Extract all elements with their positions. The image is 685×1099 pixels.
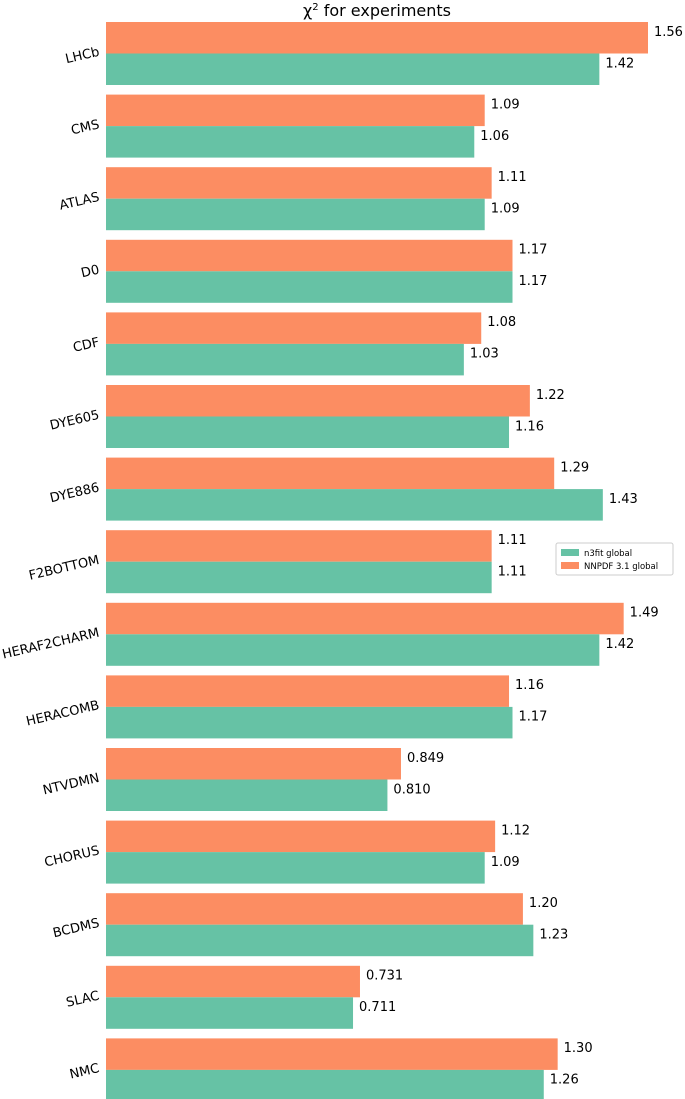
bar-slac-n3fit-global	[106, 997, 354, 1029]
bar-cms-n3fit-global	[106, 126, 475, 158]
chart-title-sup: 2	[312, 2, 318, 13]
category-label-d0: D0	[80, 263, 101, 282]
value-label-nmc-n3fit-global: 1.26	[550, 1073, 579, 1088]
bar-f2bottom-n3fit-global	[106, 561, 492, 594]
bar-lhcb-n3fit-global	[106, 53, 600, 85]
category-label-nmc: NMC	[68, 1061, 101, 1082]
legend-label-nnpdf-3-1-global: NNPDF 3.1 global	[584, 562, 658, 572]
value-label-heracomb-n3fit-global: 1.17	[519, 710, 548, 725]
bar-heraf2charm-n3fit-global	[106, 634, 600, 666]
value-label-dye605-nnpdf-3-1-global: 1.22	[536, 388, 565, 403]
bar-atlas-n3fit-global	[106, 198, 485, 231]
bar-d0-n3fit-global	[106, 271, 513, 303]
bar-nmc-n3fit-global	[106, 1069, 544, 1099]
value-label-heraf2charm-n3fit-global: 1.42	[605, 637, 634, 652]
bar-lhcb-nnpdf-3-1-global	[106, 22, 648, 54]
value-label-ntvdmn-n3fit-global: 0.810	[393, 782, 430, 797]
legend: n3fit global NNPDF 3.1 global	[555, 542, 674, 576]
bar-chorus-nnpdf-3-1-global	[106, 820, 496, 853]
legend-label-n3fit-global: n3fit global	[584, 549, 632, 559]
value-label-cms-n3fit-global: 1.06	[480, 129, 509, 144]
bar-slac-nnpdf-3-1-global	[106, 965, 360, 998]
category-label-atlas: ATLAS	[58, 190, 101, 214]
bar-dye605-n3fit-global	[106, 416, 510, 448]
category-label-dye605: DYE605	[49, 408, 101, 434]
value-label-f2bottom-n3fit-global: 1.11	[498, 564, 527, 579]
bar-dye886-n3fit-global	[106, 489, 603, 521]
category-label-chorus: CHORUS	[43, 843, 101, 870]
chart-title: χ2 for experiments	[303, 1, 451, 20]
value-label-d0-nnpdf-3-1-global: 1.17	[519, 243, 548, 258]
chart-title-rest: for experiments	[319, 1, 451, 20]
bar-heracomb-n3fit-global	[106, 706, 513, 739]
value-label-nmc-nnpdf-3-1-global: 1.30	[564, 1041, 593, 1056]
bar-bcdms-nnpdf-3-1-global	[106, 893, 523, 925]
bar-f2bottom-nnpdf-3-1-global	[106, 530, 492, 562]
value-label-chorus-n3fit-global: 1.09	[491, 855, 520, 870]
bar-cms-nnpdf-3-1-global	[106, 94, 485, 127]
category-label-f2bottom: F2BOTTOM	[28, 553, 101, 584]
category-label-lhcb: LHCb	[64, 45, 101, 67]
bar-bcdms-n3fit-global	[106, 924, 534, 957]
category-label-heracomb: HERACOMB	[25, 698, 101, 729]
bar-dye886-nnpdf-3-1-global	[106, 457, 555, 490]
value-label-ntvdmn-nnpdf-3-1-global: 0.849	[407, 751, 444, 766]
category-label-slac: SLAC	[65, 989, 101, 1011]
bar-ntvdmn-n3fit-global	[106, 779, 388, 811]
value-label-heraf2charm-nnpdf-3-1-global: 1.49	[630, 606, 659, 621]
value-label-slac-nnpdf-3-1-global: 0.731	[366, 969, 403, 984]
bar-cdf-n3fit-global	[106, 343, 464, 376]
bars-group	[106, 22, 648, 1099]
value-label-lhcb-nnpdf-3-1-global: 1.56	[654, 25, 683, 40]
bar-cdf-nnpdf-3-1-global	[106, 312, 482, 344]
value-label-dye605-n3fit-global: 1.16	[515, 419, 544, 434]
category-label-cdf: CDF	[72, 335, 101, 356]
category-label-ntvdmn: NTVDMN	[41, 771, 100, 799]
value-label-d0-n3fit-global: 1.17	[519, 274, 548, 289]
bar-chorus-n3fit-global	[106, 852, 485, 884]
value-label-cdf-nnpdf-3-1-global: 1.08	[487, 315, 516, 330]
value-label-slac-n3fit-global: 0.711	[359, 1000, 396, 1015]
value-label-cdf-n3fit-global: 1.03	[470, 347, 499, 362]
legend-swatch-n3fit-global	[561, 549, 579, 556]
legend-swatch-nnpdf-3-1-global	[561, 562, 579, 569]
bar-atlas-nnpdf-3-1-global	[106, 167, 492, 199]
value-label-dye886-n3fit-global: 1.43	[609, 492, 638, 507]
chart-title-main: χ	[303, 1, 312, 20]
category-label-bcdms: BCDMS	[51, 916, 100, 941]
value-label-lhcb-n3fit-global: 1.42	[605, 56, 634, 71]
bar-d0-nnpdf-3-1-global	[106, 239, 513, 272]
category-label-cms: CMS	[70, 117, 101, 138]
bar-heracomb-nnpdf-3-1-global	[106, 675, 510, 707]
value-label-bcdms-n3fit-global: 1.23	[539, 927, 568, 942]
value-label-atlas-nnpdf-3-1-global: 1.11	[498, 170, 527, 185]
bar-dye605-nnpdf-3-1-global	[106, 385, 530, 417]
category-label-heraf2charm: HERAF2CHARM	[1, 626, 101, 663]
bar-heraf2charm-nnpdf-3-1-global	[106, 602, 624, 635]
value-label-dye886-nnpdf-3-1-global: 1.29	[560, 460, 589, 475]
bar-ntvdmn-nnpdf-3-1-global	[106, 748, 401, 780]
value-label-cms-nnpdf-3-1-global: 1.09	[491, 97, 520, 112]
legend-box	[555, 542, 674, 576]
value-label-bcdms-nnpdf-3-1-global: 1.20	[529, 896, 558, 911]
value-label-chorus-nnpdf-3-1-global: 1.12	[501, 823, 530, 838]
value-label-atlas-n3fit-global: 1.09	[491, 201, 520, 216]
value-label-heracomb-nnpdf-3-1-global: 1.16	[515, 678, 544, 693]
bar-nmc-nnpdf-3-1-global	[106, 1038, 558, 1070]
value-label-f2bottom-nnpdf-3-1-global: 1.11	[498, 533, 527, 548]
category-label-dye886: DYE886	[49, 480, 101, 506]
